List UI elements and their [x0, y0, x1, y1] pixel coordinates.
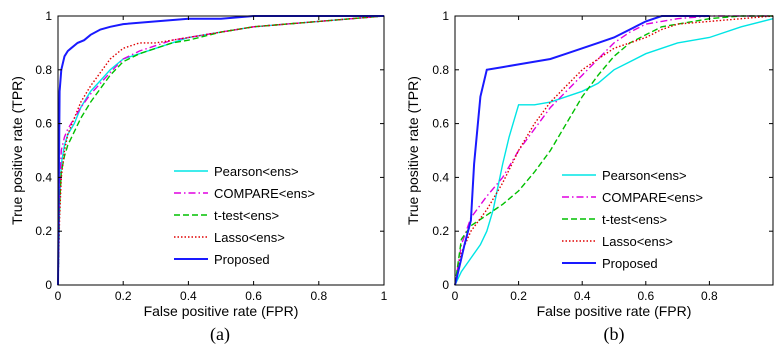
x-tick-label: 0.2	[510, 289, 527, 303]
roc-panel-a: 0 0.2 0.4 0.6 0.8 1 0 0.2 0.4 0.6 0.8 1 False positi…	[9, 9, 388, 345]
panel-caption: (b)	[604, 324, 625, 345]
legend-label: t-test<ens>	[214, 208, 279, 223]
x-axis-label: False positive rate (FPR)	[144, 303, 299, 319]
x-tick-label: 0.4	[574, 289, 591, 303]
legend-label: Lasso<ens>	[602, 234, 673, 249]
x-tick-label: 0.2	[115, 289, 132, 303]
legend-label: Pearson<ens>	[602, 168, 687, 183]
y-axis-label: True positive rate (TPR)	[405, 76, 421, 225]
y-tick-label: 0.2	[432, 224, 449, 238]
x-tick-label: 0	[452, 289, 459, 303]
series-line-t-test-ens-	[454, 15, 773, 286]
y-tick-label: 0.6	[35, 117, 52, 131]
x-tick-label: 0.4	[180, 289, 197, 303]
x-tick-label: 0.6	[637, 289, 654, 303]
plot-frame	[454, 15, 774, 286]
legend-label: Proposed	[602, 256, 658, 271]
plot-frame	[57, 15, 385, 286]
series-line-proposed	[454, 15, 710, 286]
series-line-compare-ens-	[454, 15, 773, 286]
y-tick-label: 0.2	[35, 224, 52, 238]
x-tick-label: 1	[381, 289, 388, 303]
legend-label: COMPARE<ens>	[214, 186, 315, 201]
y-tick-label: 0.4	[35, 170, 52, 184]
y-tick-label: 0.6	[432, 117, 449, 131]
series-line-pearson-ens-	[454, 18, 774, 286]
y-tick-label: 0.4	[432, 170, 449, 184]
legend-label: Lasso<ens>	[214, 230, 285, 245]
legend-label: Pearson<ens>	[214, 164, 299, 179]
x-tick-label: 0.6	[245, 289, 262, 303]
y-axis-label: True positive rate (TPR)	[9, 76, 25, 225]
legend-label: t-test<ens>	[602, 212, 667, 227]
y-tick-label: 0	[45, 278, 52, 292]
legend-label: Proposed	[214, 252, 270, 267]
legend-label: COMPARE<ens>	[602, 190, 703, 205]
panel-caption: (a)	[210, 324, 230, 345]
x-axis-label: False positive rate (FPR)	[537, 303, 692, 319]
y-tick-label: 0.8	[432, 63, 449, 77]
x-tick-label: 0.8	[310, 289, 327, 303]
series-line-lasso-ens-	[57, 15, 385, 286]
x-tick-label: 0.8	[701, 289, 718, 303]
y-tick-label: 1	[442, 9, 449, 23]
x-tick-label: 0	[55, 289, 62, 303]
y-tick-label: 0.8	[35, 63, 52, 77]
y-tick-label: 1	[45, 9, 52, 23]
roc-panel-b: 0 0.2 0.4 0.6 0.8 0 0.2 0.4 0.6 0.8 1 False positiv…	[405, 9, 774, 345]
y-tick-label: 0	[442, 278, 449, 292]
series-line-t-test-ens-	[57, 15, 385, 286]
series-line-compare-ens-	[57, 15, 385, 286]
